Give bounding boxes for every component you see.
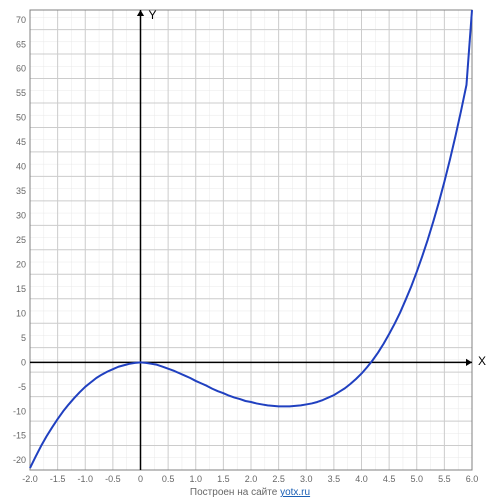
- svg-text:-2.0: -2.0: [22, 474, 38, 484]
- svg-text:10: 10: [16, 308, 26, 318]
- svg-text:5.5: 5.5: [438, 474, 451, 484]
- svg-text:15: 15: [16, 284, 26, 294]
- svg-text:40: 40: [16, 162, 26, 172]
- svg-text:6.0: 6.0: [466, 474, 479, 484]
- svg-text:4.0: 4.0: [355, 474, 368, 484]
- svg-text:5: 5: [21, 333, 26, 343]
- svg-text:-10: -10: [13, 406, 26, 416]
- svg-text:4.5: 4.5: [383, 474, 396, 484]
- svg-text:-5: -5: [18, 382, 26, 392]
- svg-text:-1.0: -1.0: [77, 474, 93, 484]
- y-axis-label: Y: [149, 8, 157, 22]
- svg-text:45: 45: [16, 137, 26, 147]
- svg-text:35: 35: [16, 186, 26, 196]
- svg-text:20: 20: [16, 259, 26, 269]
- svg-text:30: 30: [16, 211, 26, 221]
- svg-text:-0.5: -0.5: [105, 474, 121, 484]
- svg-text:5.0: 5.0: [410, 474, 423, 484]
- svg-text:55: 55: [16, 88, 26, 98]
- attribution-link[interactable]: yotx.ru: [280, 487, 310, 498]
- attribution-text: Построен на сайте yotx.ru: [190, 487, 310, 498]
- svg-text:1.0: 1.0: [189, 474, 202, 484]
- x-axis-label: X: [478, 354, 486, 368]
- svg-text:3.5: 3.5: [328, 474, 341, 484]
- svg-text:1.5: 1.5: [217, 474, 230, 484]
- svg-text:50: 50: [16, 113, 26, 123]
- svg-text:60: 60: [16, 64, 26, 74]
- svg-text:0: 0: [138, 474, 143, 484]
- svg-text:3.0: 3.0: [300, 474, 313, 484]
- svg-text:-1.5: -1.5: [50, 474, 66, 484]
- svg-text:0: 0: [21, 357, 26, 367]
- svg-text:-15: -15: [13, 431, 26, 441]
- svg-text:65: 65: [16, 39, 26, 49]
- attribution-prefix: Построен на сайте: [190, 487, 280, 498]
- svg-text:70: 70: [16, 15, 26, 25]
- svg-text:-20: -20: [13, 455, 26, 465]
- svg-text:2.0: 2.0: [245, 474, 258, 484]
- svg-text:25: 25: [16, 235, 26, 245]
- chart-container: -2.0 -1.5 -1.0 -0.5 0 0.5 1.0 1.5 2.0 2.5 3.0 3.5 4.…: [0, 0, 500, 502]
- svg-text:2.5: 2.5: [272, 474, 285, 484]
- chart-svg: -2.0 -1.5 -1.0 -0.5 0 0.5 1.0 1.5 2.0 2.5 3.0 3.5 4.…: [0, 0, 500, 502]
- svg-text:0.5: 0.5: [162, 474, 175, 484]
